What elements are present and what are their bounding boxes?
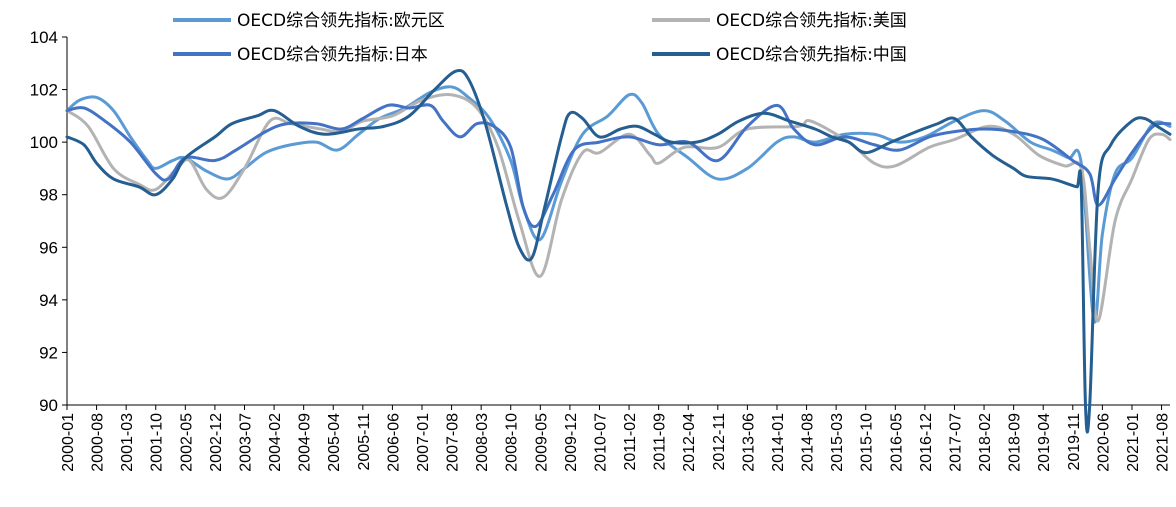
y-tick-label: 92 <box>39 343 58 362</box>
x-tick-label: 2008-03 <box>474 413 491 472</box>
y-tick-label: 94 <box>39 291 58 310</box>
axes: 90 92 94 96 98 100 102 104 2000-01 2000-08 2001-03… <box>30 28 1172 472</box>
x-tick-label: 2010-07 <box>592 413 609 472</box>
x-tick-label: 2000-01 <box>60 413 77 472</box>
x-tick-label: 2016-12 <box>918 413 935 472</box>
y-tick-label: 100 <box>30 133 58 152</box>
legend: OECD综合领先指标:欧元区 OECD综合领先指标:美国 OECD综合领先指标:日本… <box>173 11 907 65</box>
y-tick-label: 98 <box>39 186 58 205</box>
x-tick-label: 2003-07 <box>237 413 254 472</box>
x-tick-label: 2015-10 <box>859 413 876 472</box>
x-tick-label: 2014-08 <box>800 413 817 472</box>
x-tick-label: 2012-11 <box>711 413 728 471</box>
x-tick-label: 2002-05 <box>178 413 195 472</box>
legend-label-usa: OECD综合领先指标:美国 <box>716 11 907 31</box>
x-tick-label: 2002-12 <box>208 413 225 472</box>
x-tick-label: 2006-06 <box>385 413 402 472</box>
legend-label-euro-area: OECD综合领先指标:欧元区 <box>237 11 445 31</box>
x-tick-label: 2019-11 <box>1066 413 1083 471</box>
x-tick-label: 2018-09 <box>1007 413 1024 472</box>
series-line-china <box>65 68 1172 434</box>
x-tick-label: 2021-01 <box>1125 413 1142 472</box>
x-tick-label: 2011-02 <box>622 413 639 471</box>
x-tick-label: 2013-06 <box>740 413 757 472</box>
x-tick-label: 2000-08 <box>90 413 107 472</box>
series-line-euro-area <box>65 85 1172 324</box>
series-layer <box>65 68 1172 434</box>
x-tick-label: 2009-12 <box>563 413 580 472</box>
legend-label-japan: OECD综合领先指标:日本 <box>237 45 428 65</box>
x-tick-label: 2014-01 <box>770 413 787 472</box>
x-tick-label: 2019-04 <box>1036 413 1053 472</box>
x-tick-label: 2011-09 <box>652 413 669 471</box>
x-tick-label: 2021-08 <box>1155 413 1172 472</box>
y-tick-label: 104 <box>30 28 58 47</box>
x-tick-label: 2005-11 <box>356 413 373 471</box>
x-tick-label: 2015-03 <box>829 413 846 472</box>
x-tick-label: 2005-04 <box>326 413 343 472</box>
series-line-japan <box>65 103 1172 229</box>
x-tick-label: 2017-07 <box>947 413 964 472</box>
x-tick-label: 2018-02 <box>977 413 994 472</box>
x-tick-label: 2004-09 <box>297 413 314 472</box>
y-tick-label: 102 <box>30 81 58 100</box>
x-tick-label: 2009-05 <box>533 413 550 472</box>
x-tick-label: 2007-08 <box>445 413 462 472</box>
y-tick-label: 96 <box>39 238 58 257</box>
x-tick-label: 2001-10 <box>149 413 166 472</box>
x-tick-label: 2020-06 <box>1095 413 1112 472</box>
x-tick-label: 2016-05 <box>888 413 905 472</box>
y-tick-label: 90 <box>39 396 58 415</box>
x-tick-label: 2001-03 <box>119 413 136 472</box>
legend-label-china: OECD综合领先指标:中国 <box>716 45 907 65</box>
x-tick-label: 2004-02 <box>267 413 284 472</box>
x-tick-label: 2007-01 <box>415 413 432 472</box>
x-tick-label: 2008-10 <box>504 413 521 472</box>
x-tick-label: 2012-04 <box>681 413 698 472</box>
